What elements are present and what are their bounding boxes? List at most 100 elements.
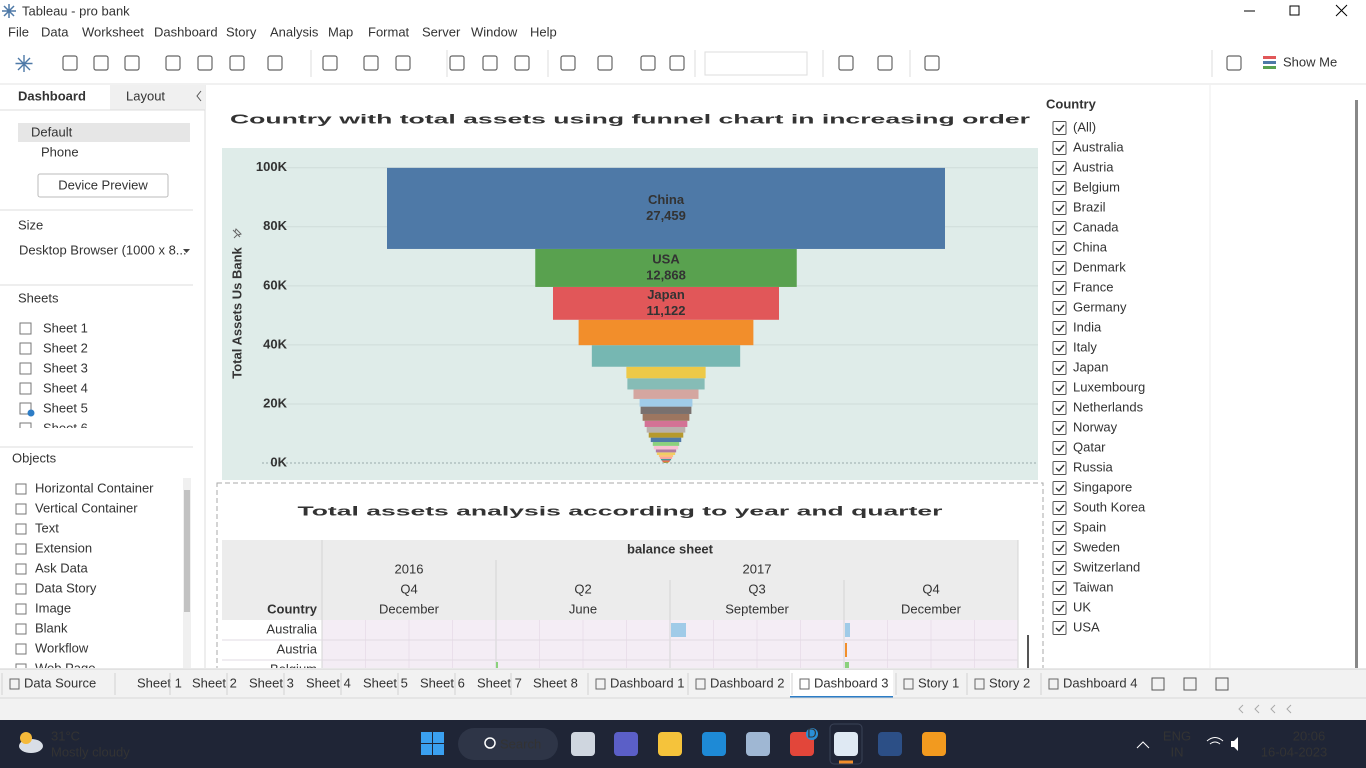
sheet-tab[interactable]: Sheet 3 (249, 675, 294, 690)
sheet-tab[interactable]: Sheet 5 (363, 675, 408, 690)
funnel-segment (662, 461, 670, 463)
sheet-icon (19, 422, 32, 428)
filter-option[interactable]: Japan (1073, 359, 1108, 374)
start-icon (433, 744, 444, 755)
object-item[interactable]: Blank (35, 620, 68, 635)
menu-item[interactable]: Dashboard (154, 24, 218, 39)
sheet-tab[interactable]: Dashboard 1 (610, 675, 684, 690)
filter-option[interactable]: Norway (1073, 419, 1118, 434)
filter-option[interactable]: Belgium (1073, 179, 1120, 194)
menu-item[interactable]: Map (328, 24, 353, 39)
object-item[interactable]: Web Page (35, 660, 95, 675)
sheet-tab[interactable]: Sheet 8 (533, 675, 578, 690)
sheet-tab[interactable]: Dashboard 2 (710, 675, 784, 690)
segment-value-label: 12,868 (646, 267, 686, 282)
new-tab-icon (1151, 677, 1165, 691)
active-tab-bg (790, 670, 893, 698)
sheet-item[interactable]: Sheet 6 (43, 420, 88, 435)
menu-item[interactable]: Help (530, 24, 557, 39)
filter-option[interactable]: Spain (1073, 519, 1106, 534)
filter-option[interactable]: Italy (1073, 339, 1097, 354)
toolbar-icon (1226, 55, 1242, 71)
sheet-tab[interactable]: Sheet 7 (477, 675, 522, 690)
sheet-used-badge (27, 409, 35, 417)
size-dropdown[interactable]: Desktop Browser (1000 x 8... (19, 242, 187, 257)
sheet-tab[interactable]: Sheet 6 (420, 675, 465, 690)
filter-option[interactable]: Germany (1073, 299, 1127, 314)
sheet-tab[interactable]: Sheet 2 (192, 675, 237, 690)
checkbox (1052, 301, 1067, 315)
filter-option[interactable]: China (1073, 239, 1108, 254)
filter-option[interactable]: Denmark (1073, 259, 1126, 274)
object-item[interactable]: Extension (35, 540, 92, 555)
sheet-tab[interactable]: Sheet 4 (306, 675, 351, 690)
sheet-tab[interactable]: Data Source (24, 675, 96, 690)
filter-option[interactable]: Australia (1073, 139, 1124, 154)
menu-item[interactable]: Worksheet (82, 24, 144, 39)
checkbox (1052, 361, 1067, 375)
nav-arrow (1254, 704, 1260, 714)
filter-option[interactable]: Taiwan (1073, 579, 1113, 594)
funnel-segment (659, 457, 673, 459)
cell-mark (671, 623, 686, 637)
filter-option[interactable]: UK (1073, 599, 1091, 614)
filter-option[interactable]: USA (1073, 619, 1100, 634)
sheet-item[interactable]: Sheet 4 (43, 380, 88, 395)
filter-option[interactable]: Luxembourg (1073, 379, 1145, 394)
search-box (458, 728, 558, 760)
segment-label: Japan (647, 287, 685, 302)
tab-icon (9, 678, 20, 690)
row-header: Country (267, 601, 318, 616)
menu-item[interactable]: Analysis (270, 24, 319, 39)
sheet-tab[interactable]: Story 2 (989, 675, 1030, 690)
object-item[interactable]: Workflow (35, 640, 89, 655)
sheet-item[interactable]: Sheet 5 (43, 400, 88, 415)
filter-option[interactable]: India (1073, 319, 1102, 334)
device-preview-label[interactable]: Device Preview (58, 177, 148, 192)
sheet-item[interactable]: Sheet 1 (43, 320, 88, 335)
object-item[interactable]: Vertical Container (35, 500, 138, 515)
menu-item[interactable]: File (8, 24, 29, 39)
filter-option[interactable]: Canada (1073, 219, 1119, 234)
panel-tab[interactable]: Layout (126, 88, 165, 103)
filter-option[interactable]: Qatar (1073, 439, 1106, 454)
filter-option[interactable]: Austria (1073, 159, 1114, 174)
object-item[interactable]: Text (35, 520, 59, 535)
object-item[interactable]: Data Story (35, 580, 97, 595)
filter-option[interactable]: (All) (1073, 119, 1096, 134)
panel-tab[interactable]: Dashboard (18, 88, 86, 103)
sheet-tab[interactable]: Sheet 1 (137, 675, 182, 690)
menu-item[interactable]: Format (368, 24, 410, 39)
window-title: Tableau - pro bank (22, 3, 130, 18)
filter-option[interactable]: Switzerland (1073, 559, 1140, 574)
sheet-icon (19, 402, 32, 415)
filter-option[interactable]: Singapore (1073, 479, 1132, 494)
badge (806, 728, 818, 740)
filter-option[interactable]: Russia (1073, 459, 1114, 474)
menu-item[interactable]: Window (471, 24, 518, 39)
sheet-tab[interactable]: Dashboard 3 (814, 675, 888, 690)
filter-option[interactable]: France (1073, 279, 1113, 294)
object-item[interactable]: Horizontal Container (35, 480, 154, 495)
device-option[interactable]: Phone (41, 144, 79, 159)
clock-time: 20:06 (1293, 728, 1326, 743)
toolbar-icon (165, 55, 181, 71)
device-option[interactable]: Default (31, 124, 73, 139)
filter-option[interactable]: South Korea (1073, 499, 1146, 514)
show-me-button[interactable]: Show Me (1283, 54, 1337, 69)
menu-item[interactable]: Story (226, 24, 257, 39)
object-icon (15, 643, 27, 655)
filter-option[interactable]: Netherlands (1073, 399, 1144, 414)
filter-option[interactable]: Brazil (1073, 199, 1106, 214)
sheet-tab[interactable]: Dashboard 4 (1063, 675, 1137, 690)
sheet-tab[interactable]: Story 1 (918, 675, 959, 690)
sheet-item[interactable]: Sheet 3 (43, 360, 88, 375)
menu-item[interactable]: Server (422, 24, 461, 39)
menu-item[interactable]: Data (41, 24, 69, 39)
sheet-tab-bar: Data Source Sheet 1 Sheet 2 Sheet 3 Sheet 4 S… (0, 668, 1366, 720)
object-item[interactable]: Image (35, 600, 71, 615)
object-item[interactable]: Ask Data (35, 560, 89, 575)
sheet-item[interactable]: Sheet 2 (43, 340, 88, 355)
filter-option[interactable]: Sweden (1073, 539, 1120, 554)
